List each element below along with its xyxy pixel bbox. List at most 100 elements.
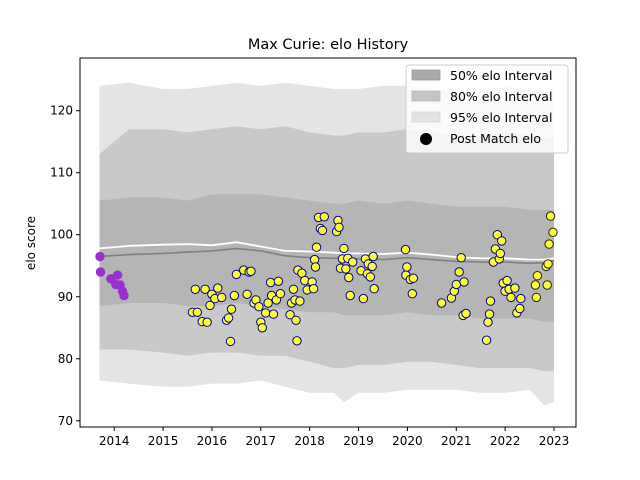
data-point-42: [275, 289, 286, 299]
data-point-117: [530, 280, 541, 290]
legend-swatch-50: [411, 69, 441, 81]
data-point-37: [265, 277, 276, 288]
x-tick-label-2020: 2020: [392, 434, 423, 448]
data-point-36: [263, 298, 273, 308]
data-point-125: [548, 227, 558, 238]
data-point-10: [190, 284, 201, 294]
data-point-87: [407, 289, 417, 299]
data-point-57: [310, 262, 321, 272]
data-point-89: [436, 298, 447, 308]
x-tick-label-2017: 2017: [246, 434, 277, 448]
legend-box: [405, 64, 569, 154]
data-point-83: [400, 244, 411, 255]
data-point-27: [242, 289, 252, 299]
data-point-45: [288, 284, 299, 294]
data-point-13: [200, 284, 210, 294]
data-point-112: [506, 292, 516, 303]
data-point-48: [292, 336, 302, 346]
data-point-73: [348, 257, 358, 267]
data-point-96: [459, 277, 469, 287]
data-point-71: [344, 272, 354, 283]
data-point-97: [461, 308, 471, 319]
data-point-93: [454, 267, 464, 277]
y-tick-label-120: 120: [50, 104, 73, 118]
data-point-94: [456, 253, 466, 263]
data-point-15: [205, 300, 215, 311]
legend-swatch-95: [411, 111, 441, 123]
data-point-22: [225, 336, 236, 347]
data-point-32: [254, 302, 264, 312]
data-point-99: [483, 317, 493, 327]
x-tick-label-2023: 2023: [539, 434, 570, 448]
data-point-55: [308, 284, 319, 294]
plot-content: [95, 82, 558, 406]
data-point-92: [451, 279, 461, 290]
data-point-21: [223, 313, 234, 323]
data-point-8: [119, 290, 129, 301]
legend-label-50: 50% elo Interval: [450, 68, 552, 83]
data-point-85: [402, 262, 412, 272]
data-point-65: [334, 222, 344, 233]
data-point-121: [542, 280, 552, 290]
data-point-98: [481, 335, 492, 345]
data-point-19: [217, 292, 227, 303]
legend-label-95: 95% elo Interval: [450, 110, 552, 125]
x-tick-label-2016: 2016: [197, 434, 228, 448]
data-point-39: [268, 309, 279, 319]
data-point-62: [319, 212, 329, 222]
data-point-5: [112, 270, 123, 280]
data-point-122: [543, 259, 553, 269]
data-point-14: [202, 317, 212, 327]
data-point-23: [226, 304, 237, 314]
data-point-2: [95, 267, 106, 277]
data-point-119: [532, 271, 543, 281]
data-point-58: [311, 242, 322, 252]
legend: 50% elo Interval 80% elo Interval 95% el…: [405, 64, 569, 154]
data-point-47: [291, 315, 301, 325]
data-point-88: [408, 273, 418, 283]
chart-title: Max Curie: elo History: [248, 37, 409, 53]
data-point-113: [510, 283, 520, 293]
y-tick-label-90: 90: [58, 290, 73, 304]
x-tick-label-2022: 2022: [490, 434, 521, 448]
y-tick-label-70: 70: [58, 414, 73, 428]
data-point-124: [545, 211, 556, 221]
data-point-80: [367, 261, 377, 272]
y-tick-label-80: 80: [58, 352, 73, 366]
x-tick-label-2021: 2021: [441, 434, 472, 448]
data-point-72: [345, 290, 355, 301]
data-point-25: [231, 269, 242, 280]
data-point-18: [213, 283, 223, 293]
data-point-116: [516, 293, 526, 304]
data-point-69: [341, 264, 351, 274]
data-point-107: [497, 236, 507, 246]
data-point-104: [492, 230, 502, 240]
data-point-29: [246, 266, 256, 276]
axes-frame: [79, 57, 577, 428]
y-axis-title: elo score: [24, 216, 38, 270]
data-point-110: [502, 275, 512, 286]
data-point-101: [485, 296, 496, 306]
data-point-43: [285, 310, 295, 320]
x-tick-label-2019: 2019: [343, 434, 374, 448]
data-point-115: [515, 303, 525, 314]
data-point-79: [365, 272, 375, 282]
data-point-34: [257, 323, 267, 333]
y-tick-label-110: 110: [50, 166, 73, 180]
y-tick-label-100: 100: [50, 228, 73, 242]
data-point-100: [484, 309, 495, 319]
data-point-35: [261, 308, 271, 318]
data-point-68: [339, 243, 349, 254]
data-point-24: [229, 290, 240, 301]
data-point-81: [368, 251, 378, 262]
legend-label-80: 80% elo Interval: [450, 89, 552, 104]
data-point-41: [273, 276, 284, 286]
data-point-123: [544, 239, 554, 249]
data-point-61: [317, 225, 328, 236]
x-tick-label-2014: 2014: [99, 434, 130, 448]
legend-marker-points: [420, 133, 432, 145]
plot-area: [95, 82, 558, 406]
data-point-118: [531, 292, 542, 303]
